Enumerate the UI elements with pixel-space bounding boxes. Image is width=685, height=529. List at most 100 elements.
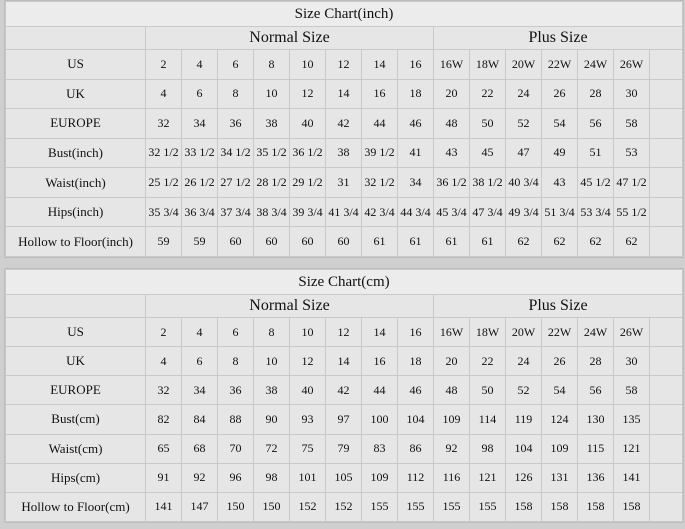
plus-size-cell: 52 — [505, 375, 542, 406]
plus-size-cell: 48 — [433, 375, 470, 406]
plus-size-header: Plus Size — [433, 294, 683, 318]
row-label: Waist(cm) — [5, 433, 146, 464]
empty-cell — [649, 375, 683, 406]
empty-cell — [649, 433, 683, 464]
normal-size-cell: 112 — [397, 462, 434, 493]
plus-size-cell: 141 — [613, 462, 650, 493]
normal-size-cell: 92 — [181, 462, 218, 493]
plus-size-cell: 45 1/2 — [577, 167, 614, 198]
normal-size-cell: 32 — [145, 108, 182, 139]
table-row: Hollow to Floor(cm) 141 147 150 150 152 152 155… — [5, 491, 683, 523]
plus-size-cell: 47 — [505, 137, 542, 169]
plus-size-cell: 54 — [541, 375, 578, 406]
normal-size-cell: 33 1/2 — [181, 137, 218, 169]
empty-cell — [649, 346, 683, 377]
plus-size-header: Plus Size — [433, 26, 683, 50]
row-label: Waist(inch) — [5, 167, 146, 198]
plus-size-cell: 26W — [613, 316, 650, 348]
row-label: EUROPE — [5, 375, 146, 406]
normal-size-cell: 86 — [397, 433, 434, 464]
normal-size-cell: 34 — [181, 375, 218, 406]
plus-size-cell: 135 — [613, 404, 650, 435]
normal-size-cell: 44 — [361, 108, 398, 139]
normal-size-cell: 26 1/2 — [181, 167, 218, 198]
plus-size-cell: 158 — [613, 491, 650, 523]
normal-size-cell: 38 — [325, 137, 362, 169]
normal-size-cell: 90 — [253, 404, 290, 435]
plus-size-cell: 49 — [541, 137, 578, 169]
plus-size-cell: 61 — [469, 226, 506, 257]
normal-size-cell: 70 — [217, 433, 254, 464]
normal-size-cell: 60 — [253, 226, 290, 257]
plus-size-cell: 22W — [541, 316, 578, 348]
plus-size-cell: 61 — [433, 226, 470, 257]
normal-size-cell: 40 — [289, 375, 326, 406]
normal-size-cell: 16 — [361, 346, 398, 377]
plus-size-cell: 47 3/4 — [469, 196, 506, 228]
normal-size-cell: 34 — [397, 167, 434, 198]
plus-size-cell: 52 — [505, 108, 542, 139]
plus-size-cell: 51 — [577, 137, 614, 169]
plus-size-cell: 43 — [433, 137, 470, 169]
row-label: UK — [5, 346, 146, 377]
normal-size-cell: 16 — [361, 78, 398, 110]
corner-cell — [5, 26, 146, 50]
normal-size-cell: 28 1/2 — [253, 167, 290, 198]
plus-size-cell: 62 — [613, 226, 650, 257]
plus-size-cell: 130 — [577, 404, 614, 435]
row-label: US — [5, 49, 146, 80]
empty-cell — [649, 167, 683, 198]
normal-size-cell: 93 — [289, 404, 326, 435]
plus-size-cell: 158 — [541, 491, 578, 523]
normal-size-cell: 31 — [325, 167, 362, 198]
normal-size-cell: 4 — [145, 78, 182, 110]
normal-size-cell: 4 — [145, 346, 182, 377]
normal-size-cell: 97 — [325, 404, 362, 435]
table-row: Hollow to Floor(inch) 59 59 60 60 60 60 61 61 61 6… — [5, 226, 683, 257]
normal-size-cell: 12 — [289, 78, 326, 110]
plus-size-cell: 28 — [577, 346, 614, 377]
normal-size-cell: 35 3/4 — [145, 196, 182, 228]
normal-size-cell: 60 — [217, 226, 254, 257]
normal-size-cell: 91 — [145, 462, 182, 493]
normal-size-cell: 46 — [397, 108, 434, 139]
normal-size-cell: 6 — [181, 78, 218, 110]
plus-size-cell: 51 3/4 — [541, 196, 578, 228]
plus-size-cell: 20W — [505, 316, 542, 348]
empty-cell — [649, 49, 683, 80]
normal-size-cell: 8 — [217, 78, 254, 110]
table-row: Bust(inch) 32 1/2 33 1/2 34 1/2 35 1/2 36 1/2… — [5, 137, 683, 169]
plus-size-cell: 126 — [505, 462, 542, 493]
table-row: Hips(cm) 91 92 96 98 101 105 109 112 116 121 126 131… — [5, 462, 683, 493]
plus-size-cell: 26 — [541, 78, 578, 110]
plus-size-cell: 53 — [613, 137, 650, 169]
normal-size-cell: 42 — [325, 108, 362, 139]
plus-size-cell: 136 — [577, 462, 614, 493]
normal-size-cell: 41 — [397, 137, 434, 169]
plus-size-cell: 24W — [577, 316, 614, 348]
plus-size-cell: 155 — [433, 491, 470, 523]
normal-size-cell: 60 — [289, 226, 326, 257]
normal-size-cell: 155 — [397, 491, 434, 523]
size-table: Size Chart(inch) Normal Size Plus Size US 2 4… — [5, 1, 683, 257]
normal-size-cell: 38 — [253, 108, 290, 139]
normal-size-cell: 61 — [361, 226, 398, 257]
normal-size-cell: 42 3/4 — [361, 196, 398, 228]
plus-size-cell: 58 — [613, 108, 650, 139]
normal-size-cell: 44 3/4 — [397, 196, 434, 228]
plus-size-cell: 22W — [541, 49, 578, 80]
row-label: Hips(cm) — [5, 462, 146, 493]
normal-size-cell: 32 — [145, 375, 182, 406]
normal-size-cell: 10 — [289, 49, 326, 80]
empty-cell — [649, 404, 683, 435]
row-label: Hollow to Floor(inch) — [5, 226, 146, 257]
normal-size-cell: 29 1/2 — [289, 167, 326, 198]
normal-size-cell: 101 — [289, 462, 326, 493]
plus-size-cell: 26 — [541, 346, 578, 377]
normal-size-cell: 4 — [181, 316, 218, 348]
plus-size-cell: 22 — [469, 346, 506, 377]
normal-size-cell: 14 — [325, 78, 362, 110]
plus-size-cell: 62 — [505, 226, 542, 257]
normal-size-cell: 10 — [253, 78, 290, 110]
normal-size-cell: 68 — [181, 433, 218, 464]
